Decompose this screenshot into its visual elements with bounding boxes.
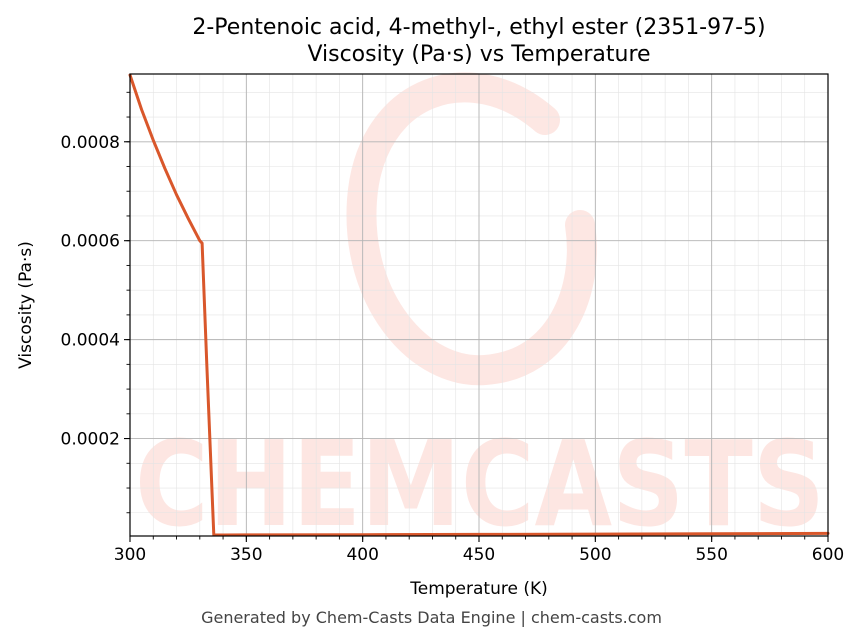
y-axis-label: Viscosity (Pa·s) [16,241,36,369]
x-tick-label: 300 [114,545,146,565]
x-tick-label: 400 [346,545,378,565]
watermark-swirl [346,72,597,386]
y-axis: 0.0002 0.0004 0.0006 0.0008 [61,91,130,514]
y-tick-label: 0.0006 [61,232,120,252]
x-tick-label: 500 [579,545,611,565]
y-tick-label: 0.0008 [61,133,120,153]
footer-credit: Generated by Chem-Casts Data Engine | ch… [201,608,662,627]
x-axis: 300 350 400 450 500 550 600 [114,536,844,565]
viscosity-series-line [128,73,830,537]
watermark-text: CHEMCASTS [135,415,825,553]
y-tick-label: 0.0004 [61,331,120,351]
y-tick-label: 0.0002 [61,430,120,450]
x-tick-label: 350 [230,545,262,565]
chart-title-line1: 2-Pentenoic acid, 4-methyl-, ethyl ester… [192,15,765,40]
plot-line-group [128,73,830,537]
watermark: CHEMCASTS [135,72,825,553]
x-tick-label: 550 [695,545,727,565]
x-tick-label: 600 [812,545,844,565]
x-axis-label: Temperature (K) [409,579,548,599]
chart-title-line2: Viscosity (Pa·s) vs Temperature [307,42,650,67]
x-tick-label: 450 [463,545,495,565]
